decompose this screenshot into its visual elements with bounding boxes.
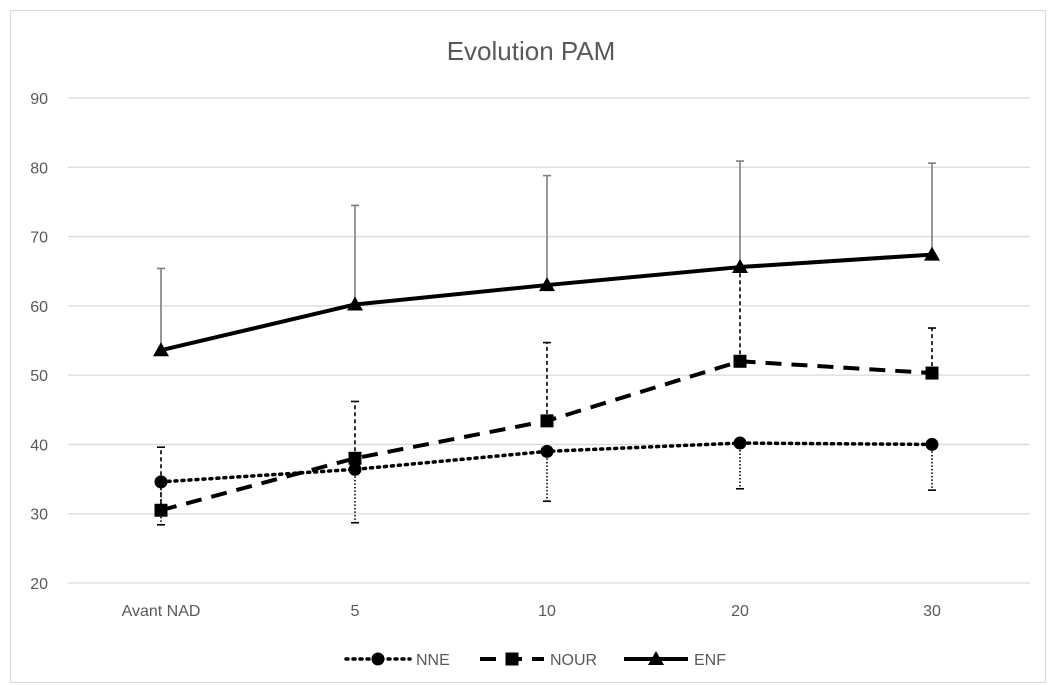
legend-label-nne: NNE (416, 652, 450, 669)
data-point-nour (925, 366, 939, 380)
legend-marker-nne (371, 652, 385, 666)
x-axis-ticks: Avant NAD 5 10 20 30 (122, 603, 941, 620)
y-tick-label: 90 (30, 91, 48, 108)
legend-marker-enf (648, 651, 664, 665)
data-point-enf (924, 246, 940, 261)
legend-label-enf: ENF (694, 652, 726, 669)
error-bars (157, 160, 936, 526)
data-point-enf (732, 259, 748, 274)
chart-title: Evolution PAM (447, 36, 616, 66)
data-point-nne (925, 437, 939, 451)
series-markers (153, 246, 940, 517)
legend: NNE NOUR ENF (344, 651, 726, 669)
data-point-nne (733, 436, 747, 450)
data-point-enf (539, 277, 555, 292)
data-point-nne (348, 462, 362, 476)
data-point-enf (347, 296, 363, 311)
gridlines (68, 97, 1030, 584)
data-point-nour (154, 503, 168, 517)
data-point-nne (540, 444, 554, 458)
y-tick-label: 80 (30, 160, 48, 177)
y-tick-label: 50 (30, 368, 48, 385)
legend-label-nour: NOUR (550, 652, 597, 669)
data-point-nour (733, 354, 747, 368)
y-tick-label: 30 (30, 507, 48, 524)
data-point-nne (154, 475, 168, 489)
y-tick-label: 40 (30, 437, 48, 454)
legend-marker-nour (505, 652, 519, 666)
x-tick-label: 20 (731, 603, 749, 620)
x-tick-label: 30 (923, 603, 941, 620)
y-tick-label: 60 (30, 299, 48, 316)
data-point-enf (153, 342, 169, 357)
data-point-nour (348, 451, 362, 465)
y-axis-ticks: 20 30 40 50 60 70 80 90 (30, 91, 48, 593)
x-tick-label: Avant NAD (122, 603, 201, 620)
x-tick-label: 10 (538, 603, 556, 620)
data-point-nour (540, 414, 554, 428)
y-tick-label: 20 (30, 576, 48, 593)
x-tick-label: 5 (351, 603, 360, 620)
y-tick-label: 70 (30, 230, 48, 247)
